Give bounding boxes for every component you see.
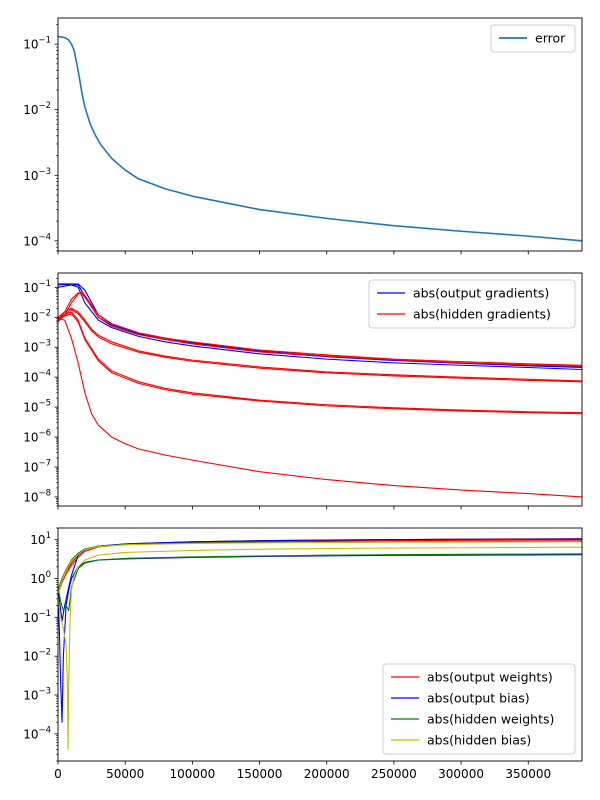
x-tick-label: 150000 xyxy=(237,767,283,781)
y-tick-label: 100 xyxy=(30,570,51,586)
legend-label: abs(output weights) xyxy=(427,670,553,685)
y-tick-label: 10−2 xyxy=(23,309,51,325)
series-line-8 xyxy=(58,311,582,414)
y-tick-label: 10−3 xyxy=(23,687,51,703)
series-line-1 xyxy=(58,283,582,371)
series-line-5 xyxy=(58,292,582,367)
y-tick-label: 10−1 xyxy=(23,36,51,52)
series-line-9 xyxy=(58,313,582,415)
x-tick-label: 300000 xyxy=(438,767,484,781)
y-tick-label: 10−1 xyxy=(23,609,51,625)
y-tick-label: 10−3 xyxy=(23,167,51,183)
y-tick-label: 10−3 xyxy=(23,339,51,355)
series-lines xyxy=(58,283,582,498)
series-lines xyxy=(58,538,582,750)
panel-weights: 101 100 10−1 10−2 10−3 10−4 0 50000 100000 150000… xyxy=(23,527,583,781)
axes-frame xyxy=(57,272,583,507)
panel-error: 10−1 10−2 10−3 10−4 error xyxy=(23,17,583,255)
y-tick-label: 10−6 xyxy=(23,429,51,445)
x-tick-label: 0 xyxy=(54,767,62,781)
legend-label: abs(hidden bias) xyxy=(427,733,531,748)
y-tick-label: 10−7 xyxy=(23,459,51,475)
x-tick-label: 50000 xyxy=(106,767,144,781)
y-tick-label: 10−4 xyxy=(23,725,51,741)
series-line-7 xyxy=(58,546,582,750)
series-line-5 xyxy=(58,553,582,612)
legend-label: abs(output gradients) xyxy=(413,286,549,301)
legend: abs(output gradients) abs(hidden gradient… xyxy=(368,279,576,329)
y-tick-label: 10−4 xyxy=(23,232,51,248)
series-line-6 xyxy=(58,307,582,382)
legend-label: abs(hidden weights) xyxy=(427,712,554,727)
x-tick-label: 100000 xyxy=(169,767,215,781)
x-tick-label: 350000 xyxy=(505,767,551,781)
series-lines xyxy=(58,35,582,242)
series-line-10 xyxy=(58,318,582,498)
x-tick-label: 250000 xyxy=(371,767,417,781)
legend-label: abs(output bias) xyxy=(427,691,530,706)
axes-frame xyxy=(57,17,583,252)
legend: abs(output weights) abs(output bias) abs(h… xyxy=(382,663,576,755)
series-line-7 xyxy=(58,309,582,383)
y-tick-label: 10−8 xyxy=(23,488,51,504)
y-tick-label: 10−5 xyxy=(23,399,51,415)
series-line-8 xyxy=(58,541,582,595)
series-line-1 xyxy=(58,35,582,242)
legend: error xyxy=(490,24,576,53)
panel-gradients: 10−1 10−2 10−3 10−4 10−5 10−6 10−7 10−8 abs(outp… xyxy=(23,272,583,510)
y-tick-label: 101 xyxy=(30,531,51,547)
y-tick-label: 10−1 xyxy=(23,279,51,295)
legend-label: abs(hidden gradients) xyxy=(413,307,551,322)
series-line-3 xyxy=(58,554,582,723)
series-line-4 xyxy=(58,291,582,366)
x-tick-label: 200000 xyxy=(304,767,350,781)
legend-label: error xyxy=(535,31,566,46)
y-tick-label: 10−4 xyxy=(23,369,51,385)
y-tick-label: 10−2 xyxy=(23,101,51,117)
y-tick-label: 10−2 xyxy=(23,648,51,664)
